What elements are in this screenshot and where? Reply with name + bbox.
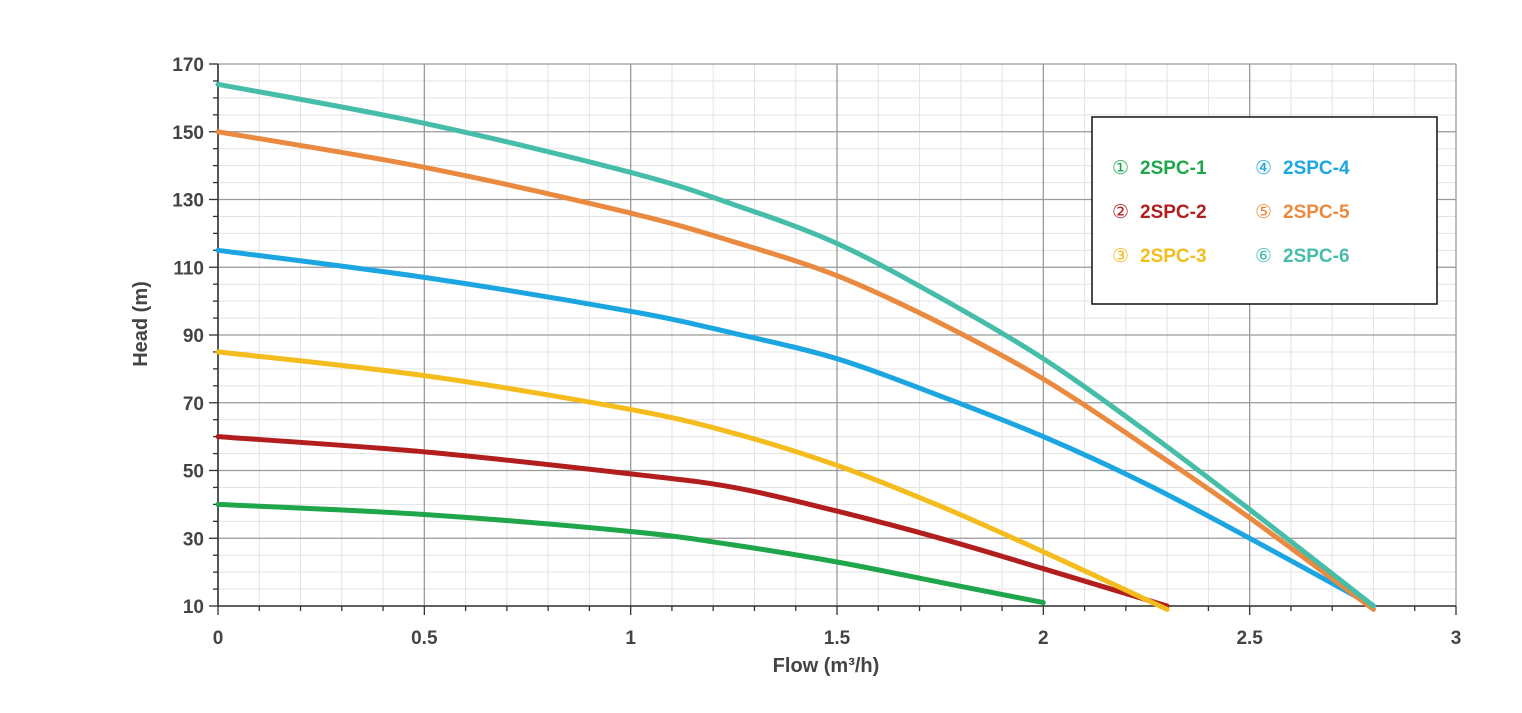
legend-label: 2SPC-1 (1140, 158, 1207, 179)
series-line-2spc-2 (215, 434, 1170, 609)
legend-item-2spc-1: ① 2SPC-1 (1112, 157, 1207, 179)
series-line-2spc-4 (215, 247, 1376, 609)
legend-box (1091, 116, 1438, 305)
x-tick-label: 1 (625, 628, 636, 649)
y-tick-label: 150 (172, 123, 204, 144)
series-line-2spc-6 (215, 81, 1376, 609)
y-tick-label: 130 (172, 191, 204, 212)
y-tick-label: 50 (183, 462, 204, 483)
y-tick-label: 10 (183, 597, 204, 618)
y-axis-label: Head (m) (130, 281, 152, 367)
legend-marker: ④ (1255, 157, 1272, 179)
x-tick-label: 3 (1451, 628, 1462, 649)
legend-label: 2SPC-6 (1283, 246, 1350, 267)
y-tick-label: 90 (183, 326, 204, 347)
x-tick-label: 2.5 (1236, 628, 1263, 649)
legend-marker: ⑤ (1255, 201, 1272, 223)
legend-label: 2SPC-5 (1283, 202, 1350, 223)
legend-item-2spc-2: ② 2SPC-2 (1112, 201, 1207, 223)
legend-marker: ① (1112, 157, 1129, 179)
legend-item-2spc-5: ⑤ 2SPC-5 (1255, 201, 1350, 223)
legend-label: 2SPC-2 (1140, 202, 1207, 223)
x-tick-label: 1.5 (824, 628, 851, 649)
series-lines (215, 81, 1376, 612)
series-line-2spc-3 (215, 349, 1170, 612)
legend-item-2spc-4: ④ 2SPC-4 (1255, 157, 1350, 179)
legend-item-2spc-6: ⑥ 2SPC-6 (1255, 245, 1350, 267)
y-tick-label: 110 (173, 258, 204, 279)
x-tick-labels: 0 0.5 1 1.5 2 2.5 3 (213, 628, 1462, 649)
x-tick-label: 0 (213, 628, 224, 649)
legend-marker: ② (1112, 201, 1129, 223)
y-tick-label: 170 (172, 55, 204, 76)
legend-item-2spc-3: ③ 2SPC-3 (1112, 245, 1207, 267)
x-tick-label: 0.5 (411, 628, 438, 649)
legend: ① 2SPC-1 ② 2SPC-2 ③ 2SPC-3 ④ 2SPC-4 ⑤ 2SPC-5 ⑥ 2SPC… (1091, 116, 1438, 305)
axes (209, 63, 1457, 615)
x-tick-label: 2 (1038, 628, 1049, 649)
series-line-2spc-5 (215, 129, 1376, 612)
y-tick-labels: 10 30 50 70 90 110 130 150 170 (172, 55, 204, 618)
legend-marker: ⑥ (1255, 245, 1272, 267)
y-tick-label: 30 (183, 529, 204, 550)
legend-label: 2SPC-4 (1283, 158, 1350, 179)
y-tick-label: 70 (183, 394, 204, 415)
series-line-2spc-1 (215, 501, 1046, 606)
legend-label: 2SPC-3 (1140, 246, 1207, 267)
legend-marker: ③ (1112, 245, 1129, 267)
x-axis-label: Flow (m³/h) (773, 655, 880, 677)
